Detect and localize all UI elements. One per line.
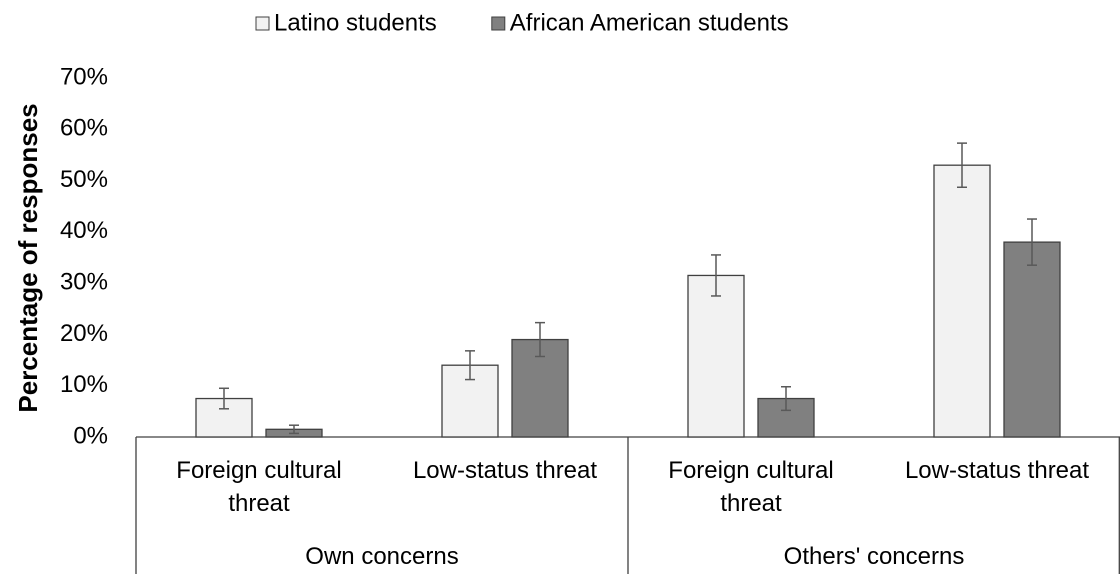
y-tick-label: 20%: [60, 320, 108, 347]
x-tick-label: Low-status threat: [904, 457, 1090, 484]
y-tick-label: 10%: [60, 371, 108, 398]
x-tick-label: Foreign cultural threat: [668, 457, 834, 517]
error-bar: [535, 321, 545, 358]
x-tick-label: Low-status threat: [412, 457, 598, 484]
bar: [687, 274, 745, 438]
group-label: Own concerns: [305, 543, 459, 570]
y-tick-label: 0%: [73, 422, 108, 449]
y-tick-label: 30%: [60, 268, 108, 295]
legend-swatch: [255, 16, 270, 31]
y-axis-title: Percentage of responses: [13, 103, 43, 412]
error-bar: [219, 387, 229, 410]
legend-label: African American students: [510, 9, 789, 36]
y-tick-label: 60%: [60, 115, 108, 142]
y-tick-label: 40%: [60, 217, 108, 244]
error-bar: [781, 385, 791, 412]
legend-swatch: [491, 16, 506, 31]
error-bar: [465, 350, 475, 381]
legend-label: Latino students: [274, 9, 437, 36]
error-bar: [289, 424, 299, 435]
bar: [1003, 241, 1061, 438]
x-tick-label: Foreign cultural threat: [176, 457, 342, 517]
group-label: Others' concerns: [783, 543, 965, 570]
error-bar: [957, 142, 967, 188]
bar: [933, 164, 991, 438]
error-bar: [1027, 218, 1037, 266]
y-tick-label: 50%: [60, 166, 108, 193]
error-bar: [711, 254, 721, 297]
y-tick-label: 70%: [60, 63, 108, 90]
